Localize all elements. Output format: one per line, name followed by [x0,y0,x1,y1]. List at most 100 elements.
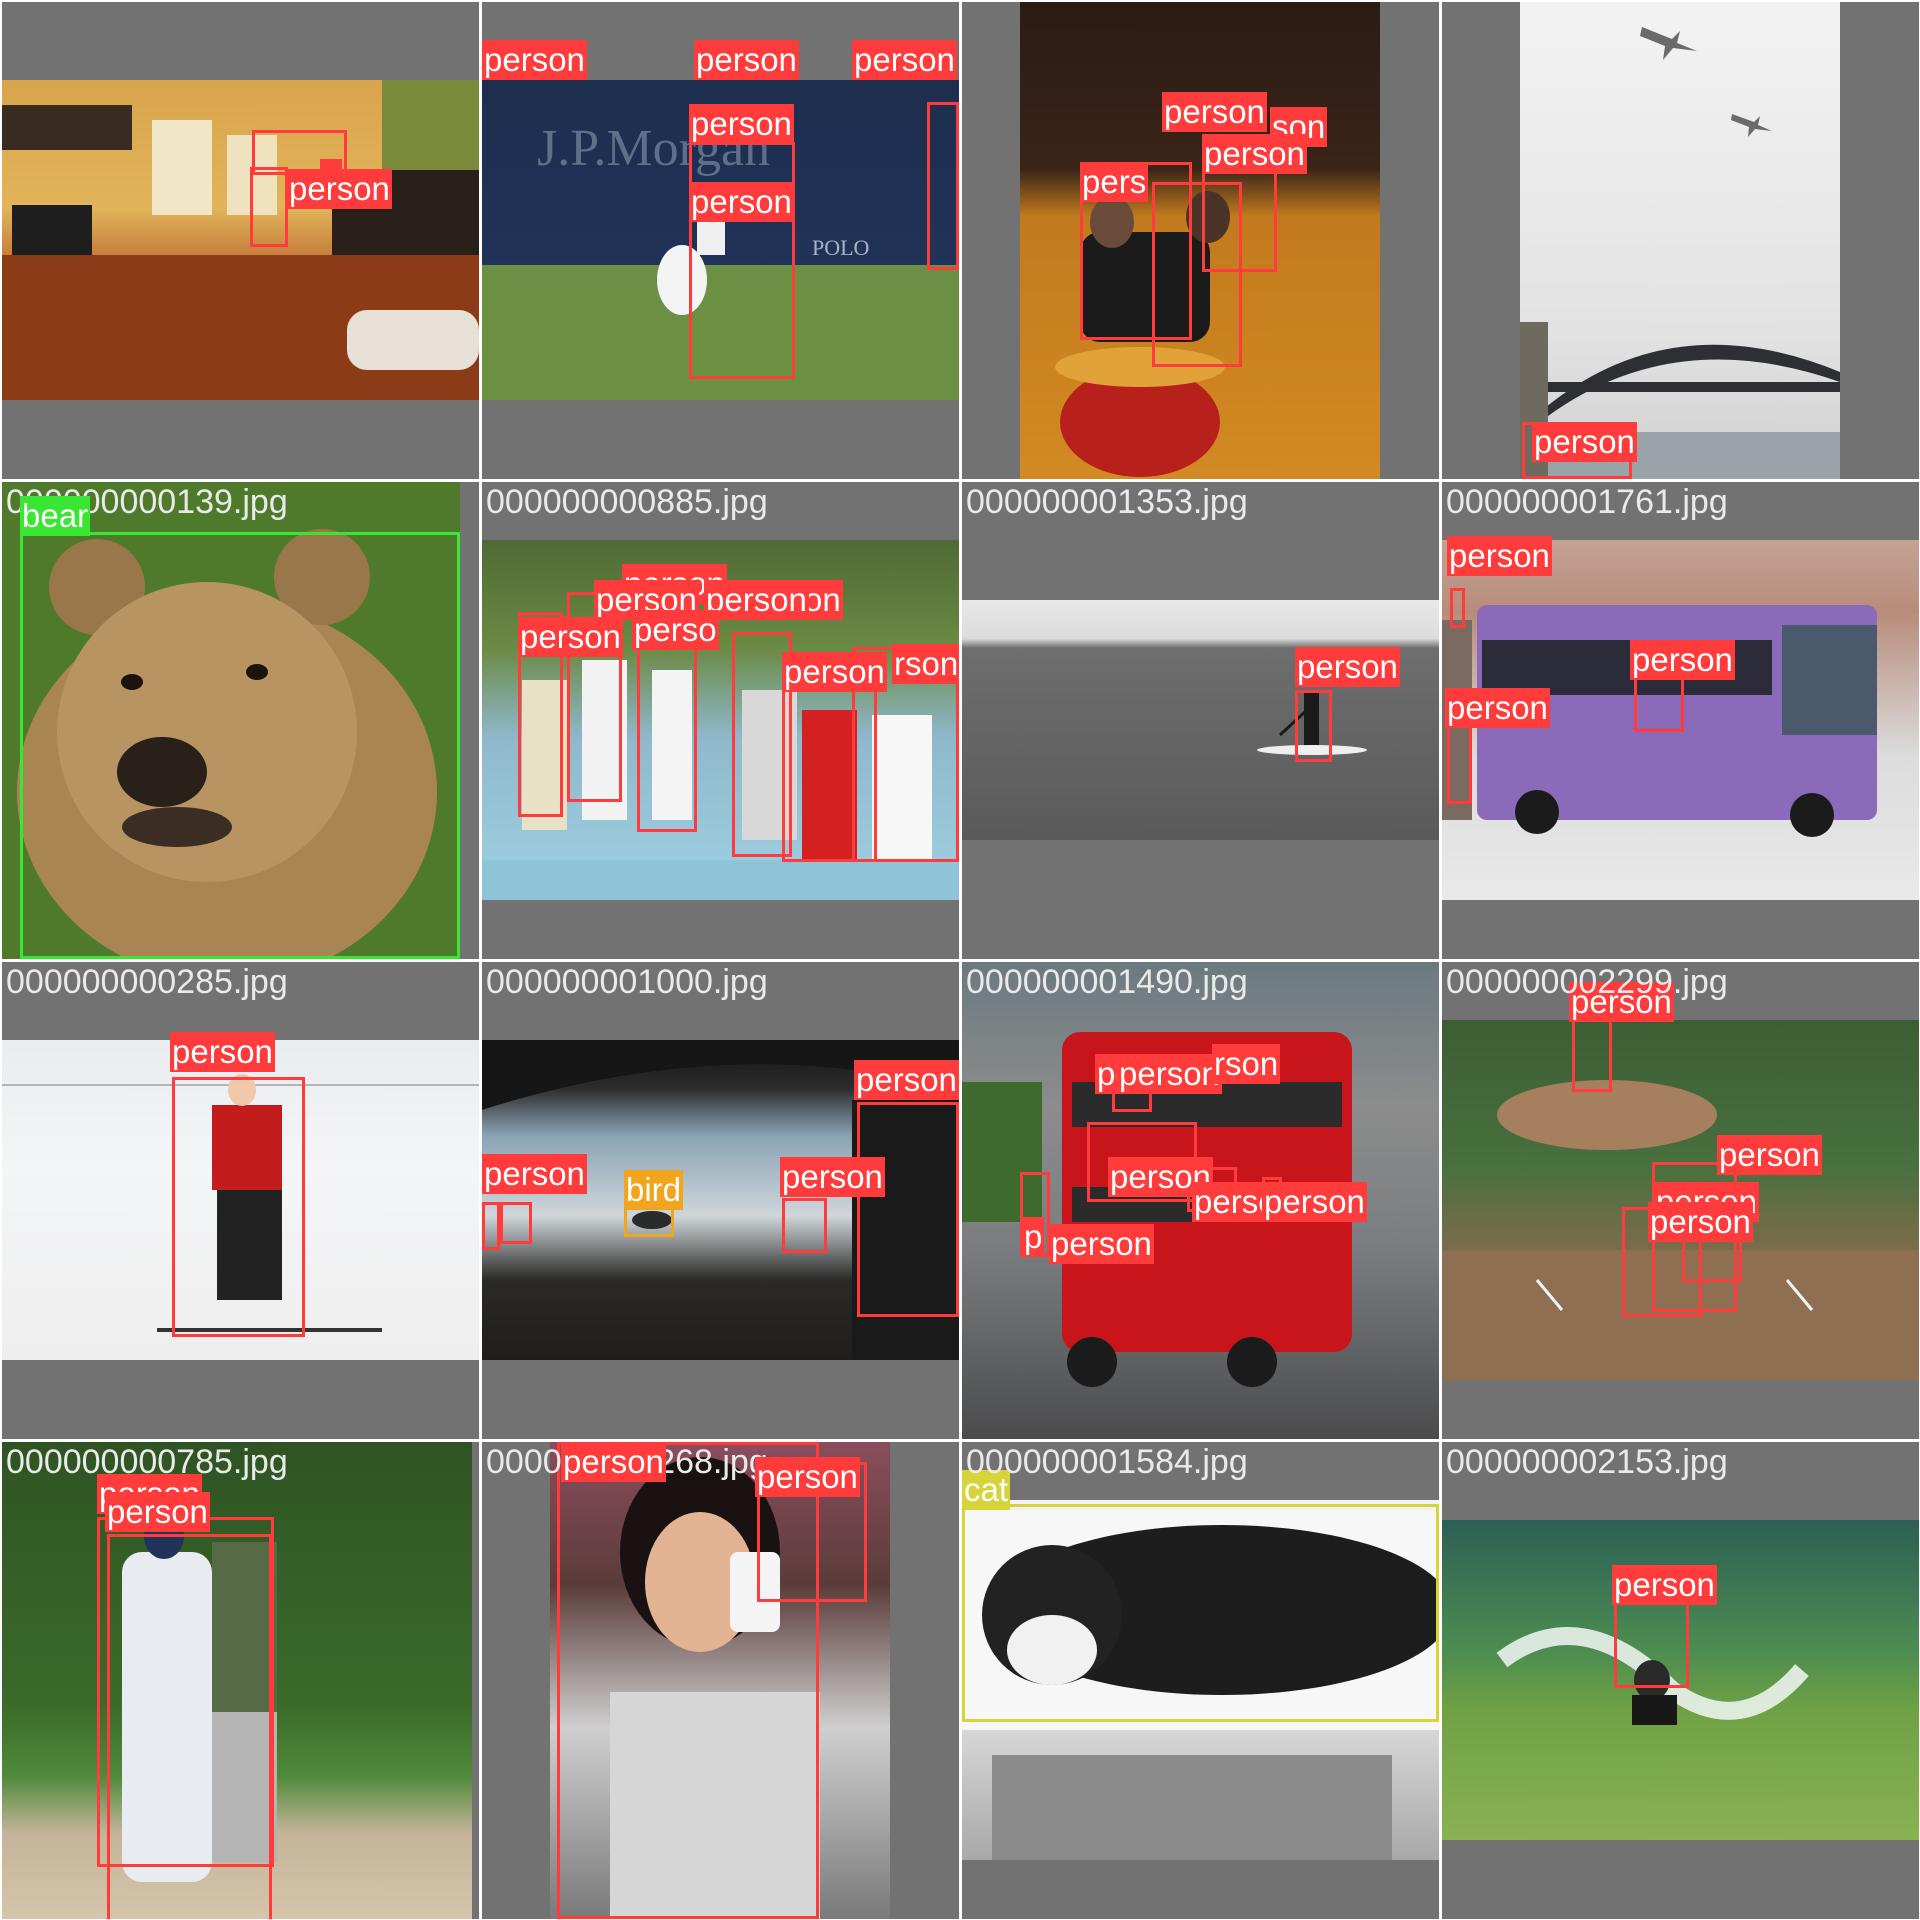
cat-laptop-photo [962,1500,1439,1860]
bear-box [20,532,460,959]
harbour-bridge-photo [1520,2,1840,479]
red-bus-label-2: person [1117,1054,1222,1094]
bridge-bird-label-2: person [780,1157,885,1197]
living-room-label-1: person [287,169,392,209]
red-bus-label-3: rson [1212,1044,1281,1084]
purple-bus-box-1 [1450,588,1465,628]
tennis-box-player [689,142,795,379]
tile-kids-ride: son son person person pers [962,2,1439,479]
kids-group-label-3: person [704,580,809,620]
kids-group-filename: 000000000885.jpg [486,483,768,521]
tile-tennis: J.P.Morgan POLO person person person per… [482,2,959,479]
bridge-bird-filename: 000000001000.jpg [486,963,768,1001]
baseball-runners-filename: 000000000785.jpg [6,1443,288,1481]
red-bus-label-6: person [1262,1182,1367,1222]
phone-girl-label-1: person [561,1442,666,1482]
purple-bus-label-3: person [1445,688,1550,728]
bear-illustration [17,529,437,959]
tennis-label-3: person [852,40,957,80]
bridge-bird-box-1 [482,1202,500,1250]
bridge-bird-photo [482,1040,959,1360]
paddleboard-photo [962,600,1439,840]
kids-ride-label-3: person [1202,134,1307,174]
kids-group-box-1 [518,612,563,817]
kids-group-label-5: person [518,617,623,657]
paddleboard-illustration [1257,690,1367,755]
tile-bear: 000000000139.jpg bear [2,482,479,959]
purple-bus-photo [1442,540,1919,900]
surf-box [1614,1600,1689,1688]
skier-filename: 000000000285.jpg [6,963,288,1001]
tile-skier: person 000000000285.jpg [2,962,479,1439]
tile-purple-bus: person person person 000000001761.jpg [1442,482,1919,959]
baseball-field-label-1: person [1569,982,1674,1022]
tile-baseball-runners: person person 000000000785.jpg [2,1442,479,1919]
paddleboard-filename: 000000001353.jpg [966,483,1248,521]
cat-laptop-filename: 000000001584.jpg [966,1443,1248,1481]
kids-ride-label-1: person [1162,92,1267,132]
purple-bus-box-3 [1447,722,1472,804]
harbour-bridge-illustration [1520,27,1840,479]
phone-girl-photo [550,1442,890,1919]
svg-text:POLO: POLO [812,235,869,260]
tennis-box-linesman [927,102,959,270]
tile-baseball-field: person person person person 000000002299… [1442,962,1919,1439]
cat-laptop-illustration [962,1510,1439,1860]
tennis-label-4: person [689,104,794,144]
kids-group-box-4 [732,632,792,857]
baseball-field-label-2: person [1717,1135,1822,1175]
tennis-label-1: person [482,40,587,80]
tile-cat-laptop: cat 000000001584.jpg [962,1442,1439,1919]
purple-bus-label-2: person [1630,640,1735,680]
skier-photo [2,1040,479,1360]
tile-surf: person 000000002153.jpg [1442,1442,1919,1919]
baseball-field-filename: 000000002299.jpg [1446,963,1728,1001]
cat-laptop-label: cat [962,1470,1011,1510]
kids-group-label-4: perso [632,610,719,650]
bear-photo [2,482,460,959]
surf-label: person [1612,1565,1717,1605]
harbour-bridge-label-1: person [1532,422,1637,462]
red-bus-label-7: person [1049,1224,1154,1264]
red-bus-filename: 000000001490.jpg [966,963,1248,1001]
living-room-photo [2,80,479,400]
baseball-field-label-4: person [1648,1202,1753,1242]
phone-girl-illustration [610,1457,820,1919]
purple-bus-filename: 000000001761.jpg [1446,483,1728,521]
kids-ride-box-2 [1152,182,1242,367]
surf-filename: 000000002153.jpg [1446,1443,1728,1481]
bridge-bird-box-bird [624,1207,674,1237]
tennis-label-2: person [694,40,799,80]
bridge-bird-label-1: person [482,1154,587,1194]
phone-girl-box-1 [557,1442,819,1919]
bridge-bird-box-4 [857,1102,959,1317]
kids-ride-label-4: pers [1080,162,1149,202]
living-room-illustration [2,80,479,400]
tile-phone-girl: 000000001268.jpg person person [482,1442,959,1919]
kids-group-label-7: rson [892,644,959,684]
baseball-runners-box-2 [107,1534,272,1919]
paddleboard-box [1295,690,1332,762]
tennis-label-5: person [689,182,794,222]
tile-kids-group: on person person person perso person rso… [482,482,959,959]
bridge-bird-label-bird: bird [624,1170,684,1210]
skier-illustration [2,1074,479,1332]
tile-paddleboard: person 000000001353.jpg [962,482,1439,959]
living-room-box-person-2 [250,167,288,247]
skier-box [172,1077,305,1337]
tile-red-bus: pe person rson person person person p pe… [962,962,1439,1439]
purple-bus-box-2 [1634,672,1684,732]
cat-laptop-box [962,1504,1439,1722]
tile-bridge-bird: person person person bird 000000001000.j… [482,962,959,1439]
bear-label: bear [20,496,91,536]
surf-illustration [1496,1627,1809,1725]
skier-label: person [170,1032,275,1072]
tile-living-room: n person [2,2,479,479]
kids-ride-illustration [1055,191,1230,477]
red-bus-label-8: p [1022,1217,1045,1257]
bridge-bird-label-4: person [854,1060,959,1100]
phone-girl-label-2: person [755,1457,860,1497]
bridge-bird-box-2 [500,1202,532,1244]
kids-group-label-6: person [782,652,887,692]
